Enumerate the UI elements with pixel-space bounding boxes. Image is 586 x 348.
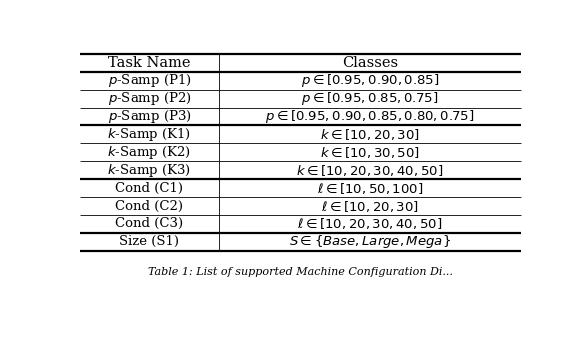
Text: $k$-Samp (K3): $k$-Samp (K3) [107, 162, 192, 179]
Text: $\ell \in [10, 20, 30, 40, 50]$: $\ell \in [10, 20, 30, 40, 50]$ [297, 216, 442, 231]
Text: $p$-Samp (P3): $p$-Samp (P3) [108, 108, 192, 125]
Text: $p \in [0.95, 0.90, 0.85]$: $p \in [0.95, 0.90, 0.85]$ [301, 72, 439, 89]
Text: $p$-Samp (P1): $p$-Samp (P1) [108, 72, 192, 89]
Text: $p \in [0.95, 0.85, 0.75]$: $p \in [0.95, 0.85, 0.75]$ [301, 90, 438, 107]
Text: Classes: Classes [342, 56, 398, 70]
Text: $k \in [10, 20, 30, 40, 50]$: $k \in [10, 20, 30, 40, 50]$ [296, 163, 443, 178]
Text: $S \in \{Base, Large, Mega\}$: $S \in \{Base, Large, Mega\}$ [289, 233, 451, 250]
Text: $k \in [10, 30, 50]$: $k \in [10, 30, 50]$ [320, 145, 420, 160]
Text: Cond (C3): Cond (C3) [115, 218, 183, 230]
Text: $k$-Samp (K2): $k$-Samp (K2) [107, 144, 192, 161]
Text: $\ell \in [10, 20, 30]$: $\ell \in [10, 20, 30]$ [321, 198, 418, 214]
Text: $\ell \in [10, 50, 100]$: $\ell \in [10, 50, 100]$ [316, 181, 423, 196]
Text: Task Name: Task Name [108, 56, 190, 70]
Text: $p$-Samp (P2): $p$-Samp (P2) [108, 90, 192, 107]
Text: $k \in [10, 20, 30]$: $k \in [10, 20, 30]$ [320, 127, 420, 142]
Text: Size (S1): Size (S1) [120, 235, 179, 248]
Text: $k$-Samp (K1): $k$-Samp (K1) [107, 126, 192, 143]
Text: Table 1: List of supported Machine Configuration Di...: Table 1: List of supported Machine Confi… [148, 267, 453, 277]
Text: $p \in [0.95, 0.90, 0.85, 0.80, 0.75]$: $p \in [0.95, 0.90, 0.85, 0.80, 0.75]$ [265, 108, 475, 125]
Text: Cond (C2): Cond (C2) [115, 199, 183, 213]
Text: Cond (C1): Cond (C1) [115, 182, 183, 195]
